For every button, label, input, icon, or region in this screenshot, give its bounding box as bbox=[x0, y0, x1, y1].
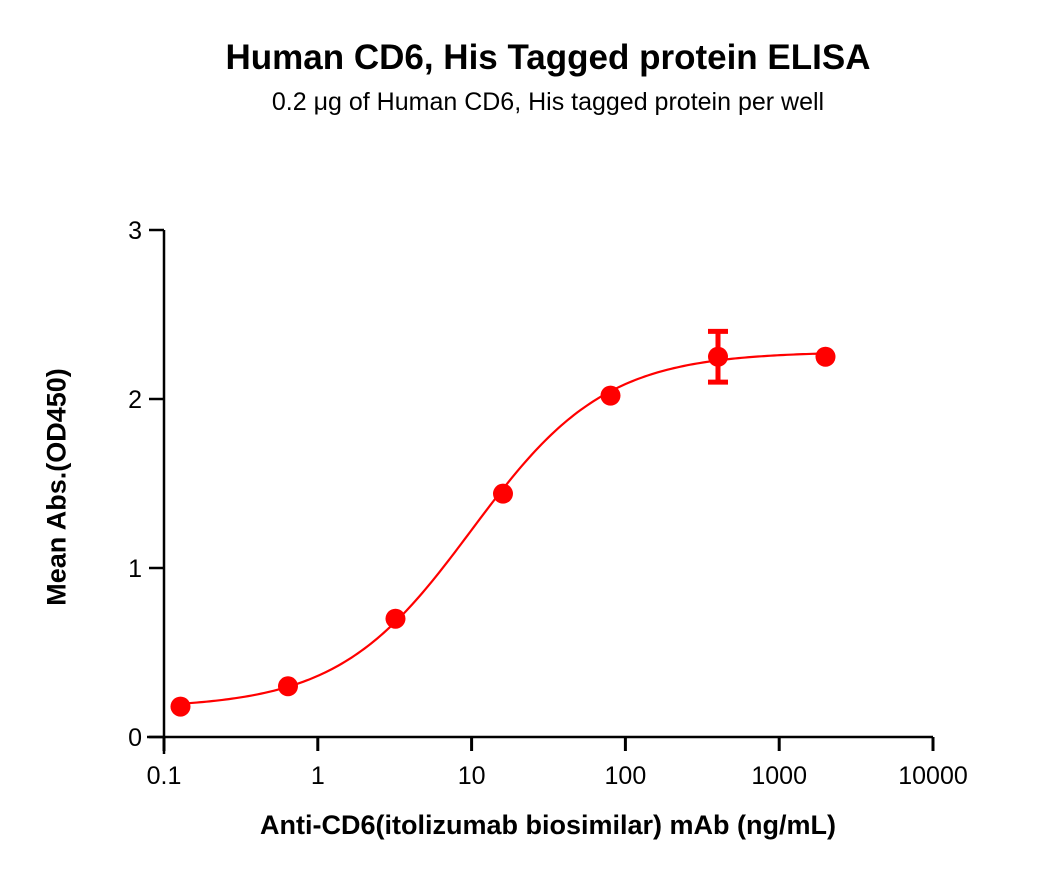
x-tick-label: 1 bbox=[311, 762, 325, 790]
data-point bbox=[170, 696, 191, 717]
x-tick-label: 10 bbox=[458, 762, 486, 790]
x-tick-label: 10000 bbox=[898, 762, 968, 790]
y-tick-label: 0 bbox=[128, 724, 142, 752]
data-points bbox=[170, 328, 836, 717]
axes: 0 1 2 3 0.1 1 10 100 1000 10000 bbox=[128, 217, 968, 790]
chart-subtitle: 0.2 μg of Human CD6, His tagged protein … bbox=[271, 88, 825, 116]
x-tick-label: 0.1 bbox=[147, 762, 182, 790]
data-point bbox=[492, 483, 513, 504]
chart-title: Human CD6, His Tagged protein ELISA bbox=[225, 38, 871, 77]
data-point bbox=[815, 346, 836, 367]
data-point bbox=[385, 608, 406, 629]
x-tick-label: 100 bbox=[605, 762, 647, 790]
data-point bbox=[600, 385, 621, 406]
y-tick-label: 1 bbox=[128, 555, 142, 583]
fit-curve bbox=[180, 352, 826, 705]
x-tick-label: 1000 bbox=[751, 762, 807, 790]
y-tick-label: 2 bbox=[128, 386, 142, 414]
data-point bbox=[707, 346, 728, 367]
data-point bbox=[277, 676, 298, 697]
x-axis-label: Anti-CD6(itolizumab biosimilar) mAb (ng/… bbox=[260, 810, 836, 840]
y-tick-label: 3 bbox=[128, 217, 142, 245]
